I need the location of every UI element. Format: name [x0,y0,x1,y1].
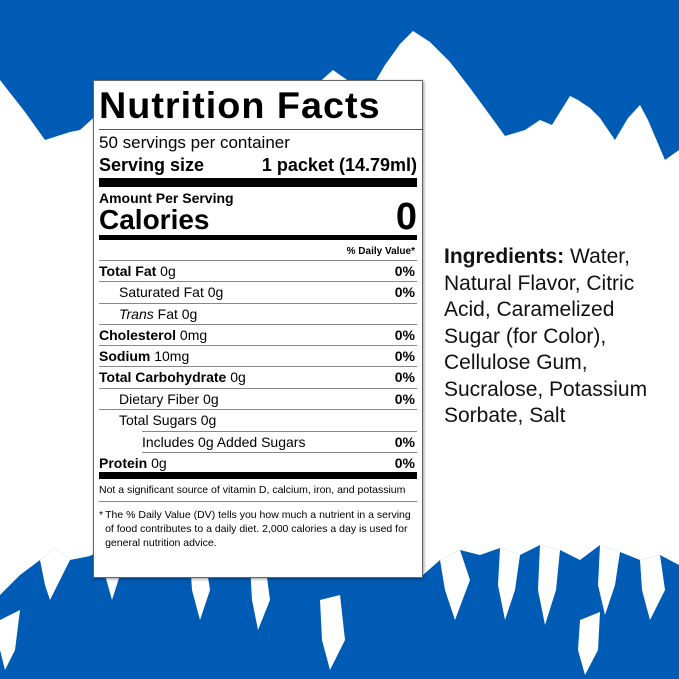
nutrient-dv: 0% [394,454,415,471]
serving-size-value: 1 packet (14.79ml) [261,155,417,175]
nutrient-name: Trans [119,305,154,322]
nutrient-row: Dietary Fiber 0g 0% [99,389,417,411]
nutrient-amount: 0g [156,263,176,279]
ingredients-label: Ingredients: [444,245,565,268]
nutrient-dv: 0% [394,369,415,386]
footnote-text: The % Daily Value (DV) tells you how muc… [105,508,411,549]
nutrient-name: Includes 0g Added Sugars [142,434,306,451]
snow-patches [0,545,665,675]
footnote: * The % Daily Value (DV) tells you how m… [99,502,417,550]
calories-label: Calories [99,204,210,235]
footnote-mark: * [99,508,104,521]
nutrient-row: Total Fat 0g 0% [99,261,417,283]
label-title: Nutrition Facts [99,85,424,130]
calories-row: Calories 0 [99,198,417,240]
nutrient-name: Total Carbohydrate [99,369,227,386]
nutrient-amount: 0g [226,369,246,386]
nutrition-facts-label: Nutrition Facts 50 servings per containe… [93,80,424,578]
nutrient-name: Total Fat [99,263,157,279]
nutrient-row: Total Sugars 0g [99,410,417,431]
nutrient-amount: 0mg [176,326,208,343]
ingredients-text: Water, Natural Flavor, Citric Acid, Cara… [444,245,648,427]
nutrient-amount: Fat 0g [153,305,198,322]
nutrient-row: Includes 0g Added Sugars 0% [142,431,417,453]
nutrient-row: Trans Fat 0g [99,304,417,325]
nutrient-dv: 0% [394,434,415,451]
nutrient-amount: 10mg [150,348,190,365]
amount-per-serving: Amount Per Serving [99,190,234,206]
nutrient-dv [415,304,417,324]
nutrient-dv: 0% [394,284,415,301]
calories-value: 0 [395,196,417,238]
nutrient-name: Saturated Fat [119,284,204,301]
vitamin-note: Not a significant source of vitamin D, c… [99,479,417,502]
nutrient-dv [415,410,417,431]
nutrient-amount: 0g [196,412,217,429]
servings-per-container: 50 servings per container [99,133,290,152]
serving-size: Serving size 1 packet (14.79ml) [99,154,417,187]
nutrient-amount: 0g [147,454,167,471]
nutrient-name: Total Sugars [119,412,197,429]
nutrient-name: Dietary Fiber [119,390,200,407]
nutrient-name: Sodium [99,348,151,365]
nutrient-row: Total Carbohydrate 0g 0% [99,367,417,389]
nutrient-row: Protein 0g 0% [99,453,417,479]
daily-value-header: % Daily Value* [99,240,417,261]
nutrient-amount: 0g [203,284,224,301]
ingredients: Ingredients: Water, Natural Flavor, Citr… [444,244,674,430]
nutrient-dv: 0% [394,263,415,279]
nutrient-name: Cholesterol [99,326,177,343]
nutrient-name: Protein [99,454,148,471]
nutrient-dv: 0% [394,390,415,407]
serving-size-label: Serving size [99,155,205,175]
nutrient-row: Cholesterol 0mg 0% [99,325,417,347]
nutrient-dv: 0% [394,348,415,365]
nutrient-row: Saturated Fat 0g 0% [99,282,417,304]
nutrient-dv: 0% [394,326,415,343]
sky-top [0,0,679,160]
nutrient-amount: 0g [199,390,219,407]
nutrient-row: Sodium 10mg 0% [99,346,417,368]
